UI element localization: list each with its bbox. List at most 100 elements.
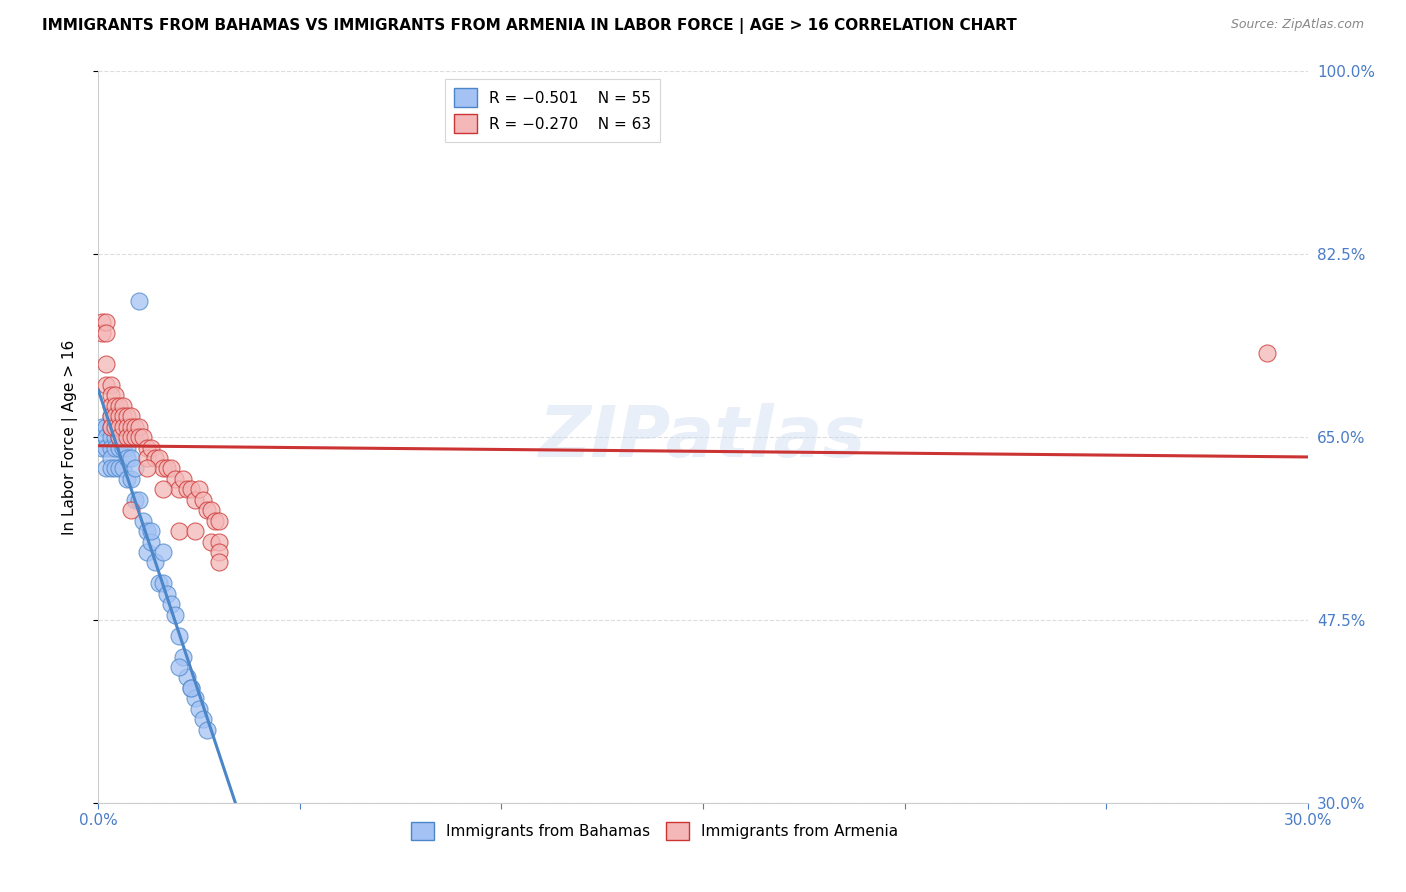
Point (103, 419, 125, 434)
Point (128, 419, 150, 434)
Point (156, 587, 179, 601)
Point (100, 441, 122, 455)
Point (139, 441, 162, 455)
Point (128, 294, 150, 309)
Point (148, 450, 170, 465)
Point (180, 681, 202, 695)
Point (204, 514, 226, 528)
Point (167, 524, 190, 538)
Point (124, 430, 146, 444)
Point (111, 441, 134, 455)
Point (193, 712, 215, 726)
Point (120, 450, 142, 465)
Point (167, 629, 190, 643)
Point (107, 441, 129, 455)
Text: Source: ZipAtlas.com: Source: ZipAtlas.com (1230, 18, 1364, 31)
Point (167, 660, 190, 674)
Point (156, 461, 179, 475)
Point (111, 419, 134, 434)
Point (163, 472, 186, 486)
Point (100, 409, 122, 424)
Point (103, 409, 125, 424)
Point (96, 326, 118, 340)
Point (103, 388, 125, 402)
Point (100, 399, 122, 413)
Point (120, 472, 142, 486)
Point (103, 409, 125, 424)
Point (96, 419, 118, 434)
Point (188, 702, 211, 716)
Point (103, 399, 125, 413)
Point (139, 534, 162, 549)
Point (195, 723, 218, 737)
Point (148, 576, 170, 591)
Point (100, 388, 122, 402)
Point (120, 409, 142, 424)
Point (91, 315, 114, 329)
Point (184, 492, 207, 507)
Point (107, 430, 129, 444)
Point (107, 461, 129, 475)
Point (172, 649, 194, 664)
Point (184, 691, 207, 706)
Point (195, 503, 218, 517)
Point (128, 492, 150, 507)
Point (152, 545, 174, 559)
Point (188, 483, 211, 497)
Text: IMMIGRANTS FROM BAHAMAS VS IMMIGRANTS FROM ARMENIA IN LABOR FORCE | AGE > 16 COR: IMMIGRANTS FROM BAHAMAS VS IMMIGRANTS FR… (42, 18, 1017, 34)
Point (100, 450, 122, 465)
Y-axis label: In Labor Force | Age > 16: In Labor Force | Age > 16 (62, 340, 77, 534)
Point (128, 430, 150, 444)
Point (152, 576, 174, 591)
Point (96, 461, 118, 475)
Point (200, 534, 222, 549)
Point (200, 503, 222, 517)
Point (132, 514, 155, 528)
Point (107, 430, 129, 444)
Text: ZIPatlas: ZIPatlas (540, 402, 866, 472)
Point (111, 399, 134, 413)
Point (120, 419, 142, 434)
Point (115, 472, 138, 486)
Point (152, 483, 174, 497)
Point (115, 419, 138, 434)
Point (103, 461, 125, 475)
Point (107, 419, 129, 434)
Point (135, 461, 157, 475)
Point (111, 409, 134, 424)
Point (107, 419, 129, 434)
Point (96, 430, 118, 444)
Point (163, 607, 186, 622)
Point (91, 419, 114, 434)
Point (100, 409, 122, 424)
Point (100, 430, 122, 444)
Point (103, 430, 125, 444)
Point (115, 430, 138, 444)
Point (96, 315, 118, 329)
Point (120, 503, 142, 517)
Point (160, 597, 183, 611)
Point (124, 419, 146, 434)
Point (208, 545, 231, 559)
Point (143, 556, 166, 570)
Point (176, 670, 198, 684)
Point (180, 681, 202, 695)
Point (91, 326, 114, 340)
Point (96, 357, 118, 371)
Point (193, 492, 215, 507)
Point (208, 514, 231, 528)
Point (96, 441, 118, 455)
Point (124, 492, 146, 507)
Legend: Immigrants from Bahamas, Immigrants from Armenia: Immigrants from Bahamas, Immigrants from… (405, 815, 904, 847)
Point (111, 430, 134, 444)
Point (103, 441, 125, 455)
Point (111, 461, 134, 475)
Point (135, 524, 157, 538)
Point (100, 419, 122, 434)
Point (124, 461, 146, 475)
Point (115, 450, 138, 465)
Point (91, 441, 114, 455)
Point (103, 419, 125, 434)
Point (180, 483, 202, 497)
Point (1256, 346, 1278, 360)
